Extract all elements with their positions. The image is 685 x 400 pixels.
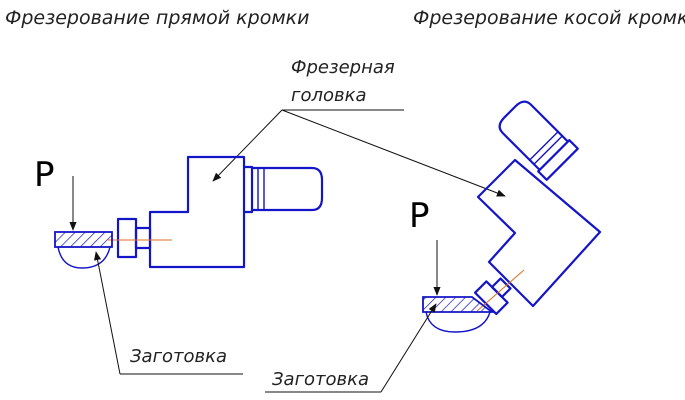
- straight-edge-assembly: P Заготовка: [34, 155, 324, 375]
- milling-head-label-line1: Фрезерная: [291, 57, 395, 78]
- milling-head-body-left: [148, 155, 246, 269]
- workpiece-left-support: [57, 246, 111, 269]
- milling-head-label-line2: головка: [291, 85, 367, 106]
- milling-head-body-right: [476, 158, 602, 308]
- workpiece-right-label: Заготовка: [272, 369, 369, 390]
- axis-line-right: [476, 269, 525, 312]
- workpiece-left-leader: [94, 251, 121, 375]
- bevel-edge-assembly: P Заготовка: [265, 100, 602, 393]
- motor-housing-left: [252, 166, 324, 212]
- motor-flange-right: [537, 139, 579, 181]
- force-label-right: P: [409, 196, 430, 236]
- milling-head-callout: Фрезерная головка: [212, 57, 506, 197]
- workpiece-right-support: [425, 311, 491, 333]
- workpiece-left: [54, 231, 113, 248]
- spindle-left: [134, 226, 152, 250]
- milling-head-leader-right: [281, 109, 506, 197]
- title-straight-edge: Фрезерование прямой кромки: [5, 7, 310, 29]
- motor-rib: [529, 131, 559, 161]
- motor-rib: [533, 135, 563, 165]
- workpiece-left-label: Заготовка: [130, 346, 227, 367]
- milling-head-leader-left: [212, 109, 283, 182]
- motor-right: [498, 100, 579, 181]
- force-label-left: P: [34, 155, 55, 195]
- cutter-left: [116, 217, 138, 259]
- title-bevel-edge: Фрезерование косой кромки: [413, 7, 685, 29]
- motor-housing-right: [498, 100, 569, 171]
- motor-flange-left: [244, 165, 254, 214]
- workpiece-right-leader: [380, 303, 437, 393]
- workpiece-right: [422, 296, 495, 313]
